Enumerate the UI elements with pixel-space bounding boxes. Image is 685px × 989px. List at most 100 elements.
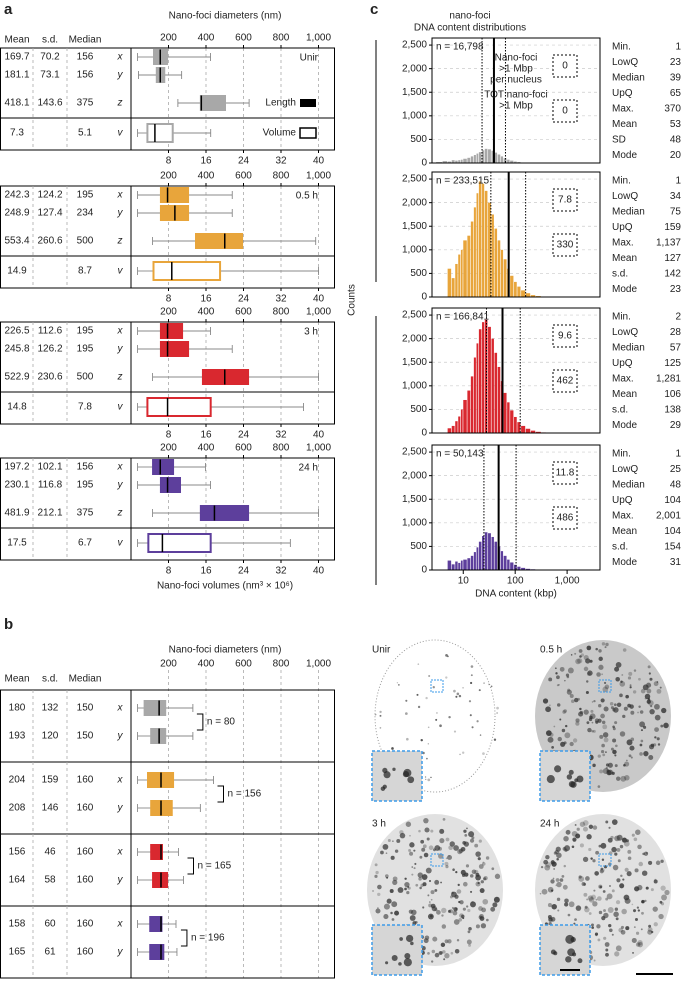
speckle	[413, 867, 416, 870]
speckle	[414, 920, 418, 924]
dashed-box	[552, 188, 578, 212]
table-cell: 146	[42, 803, 59, 814]
speckle	[614, 764, 618, 768]
speckle	[648, 924, 652, 928]
speckle	[459, 913, 464, 918]
stat-value: 28	[670, 327, 682, 338]
speckle	[597, 754, 601, 758]
bar	[525, 293, 531, 297]
speckle	[389, 889, 394, 894]
table-cell: 112.6	[38, 326, 63, 337]
speckle	[626, 839, 629, 843]
inset-speckle	[568, 769, 574, 775]
speckle	[640, 729, 643, 732]
y-tick-label: 2,000	[402, 333, 427, 344]
speckle	[450, 951, 454, 955]
x-tick-label: 8	[166, 294, 172, 305]
speckle	[404, 877, 407, 880]
speckle	[421, 847, 426, 852]
speckle	[454, 948, 460, 954]
speckle	[553, 851, 558, 855]
x-tick-label: 40	[313, 294, 325, 305]
speckle	[556, 881, 562, 888]
speckle	[492, 902, 498, 908]
speckle	[609, 885, 611, 887]
speckle	[594, 932, 599, 936]
speckle	[427, 952, 430, 955]
speckle	[496, 712, 498, 714]
speckle	[600, 842, 607, 849]
speckle	[418, 877, 422, 881]
table-cell: 160	[77, 775, 94, 786]
speckle	[462, 881, 468, 887]
box	[152, 459, 175, 475]
box-value: 11.8	[556, 468, 575, 479]
speckle	[426, 837, 430, 841]
speckle	[623, 706, 628, 711]
x-tick-label: 400	[198, 171, 215, 182]
speckle	[615, 917, 619, 921]
y-tick-label: 1,000	[402, 110, 427, 121]
speckle	[619, 844, 624, 849]
speckle	[418, 829, 421, 833]
speckle	[644, 693, 651, 700]
box	[159, 323, 184, 339]
group-frame	[0, 905, 335, 979]
speckle	[551, 904, 557, 910]
speckle	[548, 677, 553, 682]
speckle	[465, 864, 470, 868]
inset	[539, 924, 591, 976]
speckle	[619, 693, 623, 698]
speckle	[462, 840, 467, 845]
box	[159, 477, 181, 493]
box-value: 0	[562, 106, 568, 117]
speckle	[594, 871, 599, 876]
speckle	[640, 688, 646, 694]
speckle	[480, 880, 484, 884]
speckle	[614, 907, 619, 911]
speckle	[650, 888, 654, 892]
stat-value: 2	[675, 312, 681, 323]
group-label: 0.5 h	[296, 191, 318, 202]
speckle	[550, 860, 555, 865]
speckle	[616, 702, 622, 708]
speckle	[415, 883, 419, 887]
table-cell: 245.8	[4, 344, 29, 355]
speckle	[612, 864, 619, 871]
inset	[371, 924, 423, 976]
speckle	[375, 908, 381, 914]
table-cell: 5.1	[78, 128, 92, 139]
speckle	[603, 706, 609, 712]
axis-title: Nano-foci diameters (nm)	[169, 645, 282, 656]
bar	[447, 161, 452, 163]
speckle	[627, 676, 632, 680]
speckle	[653, 879, 658, 884]
speckle	[445, 676, 448, 679]
dashed-box	[552, 506, 578, 530]
speckle	[417, 705, 421, 709]
speckle	[657, 743, 661, 746]
table-cell: 260.6	[37, 236, 62, 247]
speckle	[475, 851, 481, 857]
speckle	[494, 873, 501, 879]
table-cell: 159	[42, 775, 59, 786]
speckle	[564, 732, 571, 739]
table-cell: 70.2	[40, 52, 60, 63]
stat-name: Median	[612, 73, 645, 84]
stat-name: SD	[612, 135, 626, 146]
speckle	[479, 888, 485, 894]
speckle	[609, 702, 614, 706]
speckle	[587, 670, 593, 676]
speckle	[631, 833, 635, 837]
group-frame	[0, 47, 335, 151]
speckle	[628, 754, 632, 758]
speckle	[602, 686, 609, 693]
speckle	[590, 857, 593, 860]
bar	[467, 235, 471, 297]
inset	[539, 750, 591, 802]
speckle	[442, 817, 446, 821]
speckle	[660, 859, 664, 863]
speckle	[593, 699, 596, 703]
speckle	[595, 898, 598, 901]
speckle	[592, 729, 596, 733]
